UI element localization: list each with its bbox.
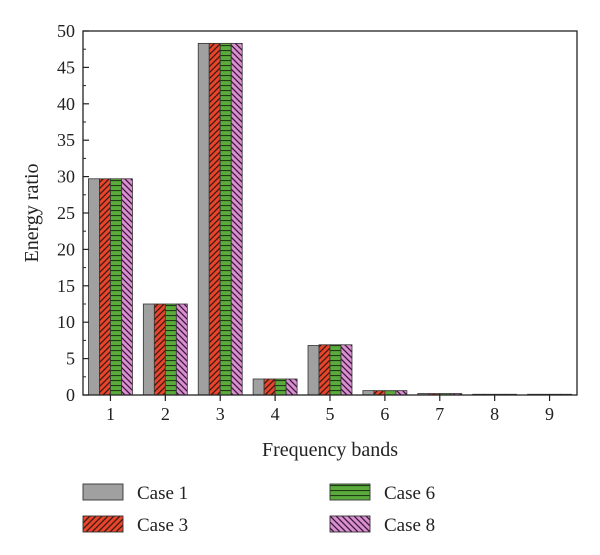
bar-case-1-band-5 <box>307 345 320 396</box>
x-tick-label: 1 <box>106 404 115 424</box>
legend-label: Case 8 <box>384 515 435 536</box>
y-tick-label: 50 <box>57 21 75 41</box>
x-tick-label: 8 <box>490 404 499 424</box>
legend-label: Case 3 <box>137 515 188 536</box>
legend-swatch-case-6 <box>329 483 371 501</box>
y-tick-label: 40 <box>57 94 75 114</box>
bar-case-8-band-5 <box>340 344 353 396</box>
y-tick-label: 25 <box>57 203 75 223</box>
legend-swatch-case-8 <box>329 515 371 533</box>
y-tick-label: 5 <box>66 349 75 369</box>
x-tick-label: 6 <box>380 404 389 424</box>
bar-case-3-band-3 <box>208 42 221 396</box>
y-tick-label: 45 <box>57 57 75 77</box>
x-tick-label: 3 <box>216 404 225 424</box>
bar-case-8-band-1 <box>121 178 133 396</box>
bar-case-8-band-4 <box>285 378 298 396</box>
x-tick-label: 2 <box>161 404 170 424</box>
x-tick-label: 5 <box>326 404 335 424</box>
legend-swatch-case-1 <box>82 483 124 501</box>
y-tick-label: 10 <box>57 312 75 332</box>
bar-case-6-band-3 <box>219 42 232 396</box>
y-axis-label: Energy ratio <box>21 163 43 262</box>
bar-case-6-band-5 <box>329 344 342 396</box>
legend-label: Case 6 <box>384 483 435 504</box>
legend-swatch-case-3 <box>82 515 124 533</box>
bar-case-3-band-1 <box>99 178 111 396</box>
x-tick-label: 4 <box>271 404 280 424</box>
bar-case-3-band-5 <box>318 344 331 396</box>
bar-case-6-band-1 <box>110 178 122 396</box>
bars-group <box>88 42 572 396</box>
bar-case-1-band-4 <box>252 378 265 396</box>
bar-case-1-band-2 <box>142 303 155 396</box>
y-tick-label: 15 <box>57 276 75 296</box>
legend-label: Case 1 <box>137 483 188 504</box>
y-tick-label: 35 <box>57 130 75 150</box>
bar-case-3-band-2 <box>153 303 166 396</box>
y-tick-label: 20 <box>57 239 75 259</box>
bar-case-1-band-1 <box>88 178 100 396</box>
bar-case-1-band-3 <box>197 42 210 396</box>
bar-case-6-band-4 <box>274 378 287 396</box>
x-tick-label: 7 <box>435 404 444 424</box>
bar-case-8-band-6 <box>395 390 408 396</box>
plot-frame <box>82 30 578 396</box>
bar-case-6-band-6 <box>384 390 397 396</box>
y-tick-label: 0 <box>66 385 75 405</box>
bar-case-8-band-2 <box>175 303 188 396</box>
bar-case-8-band-3 <box>230 42 243 396</box>
bar-case-3-band-4 <box>263 378 276 396</box>
bar-case-3-band-6 <box>373 390 386 396</box>
x-tick-label: 9 <box>545 404 554 424</box>
bar-case-1-band-6 <box>362 390 375 396</box>
bar-case-6-band-2 <box>164 303 177 396</box>
y-tick-label: 30 <box>57 167 75 187</box>
x-axis-label: Frequency bands <box>262 439 398 461</box>
legend: Case 1 Case 3 Case 6 Case 8 <box>82 483 435 536</box>
